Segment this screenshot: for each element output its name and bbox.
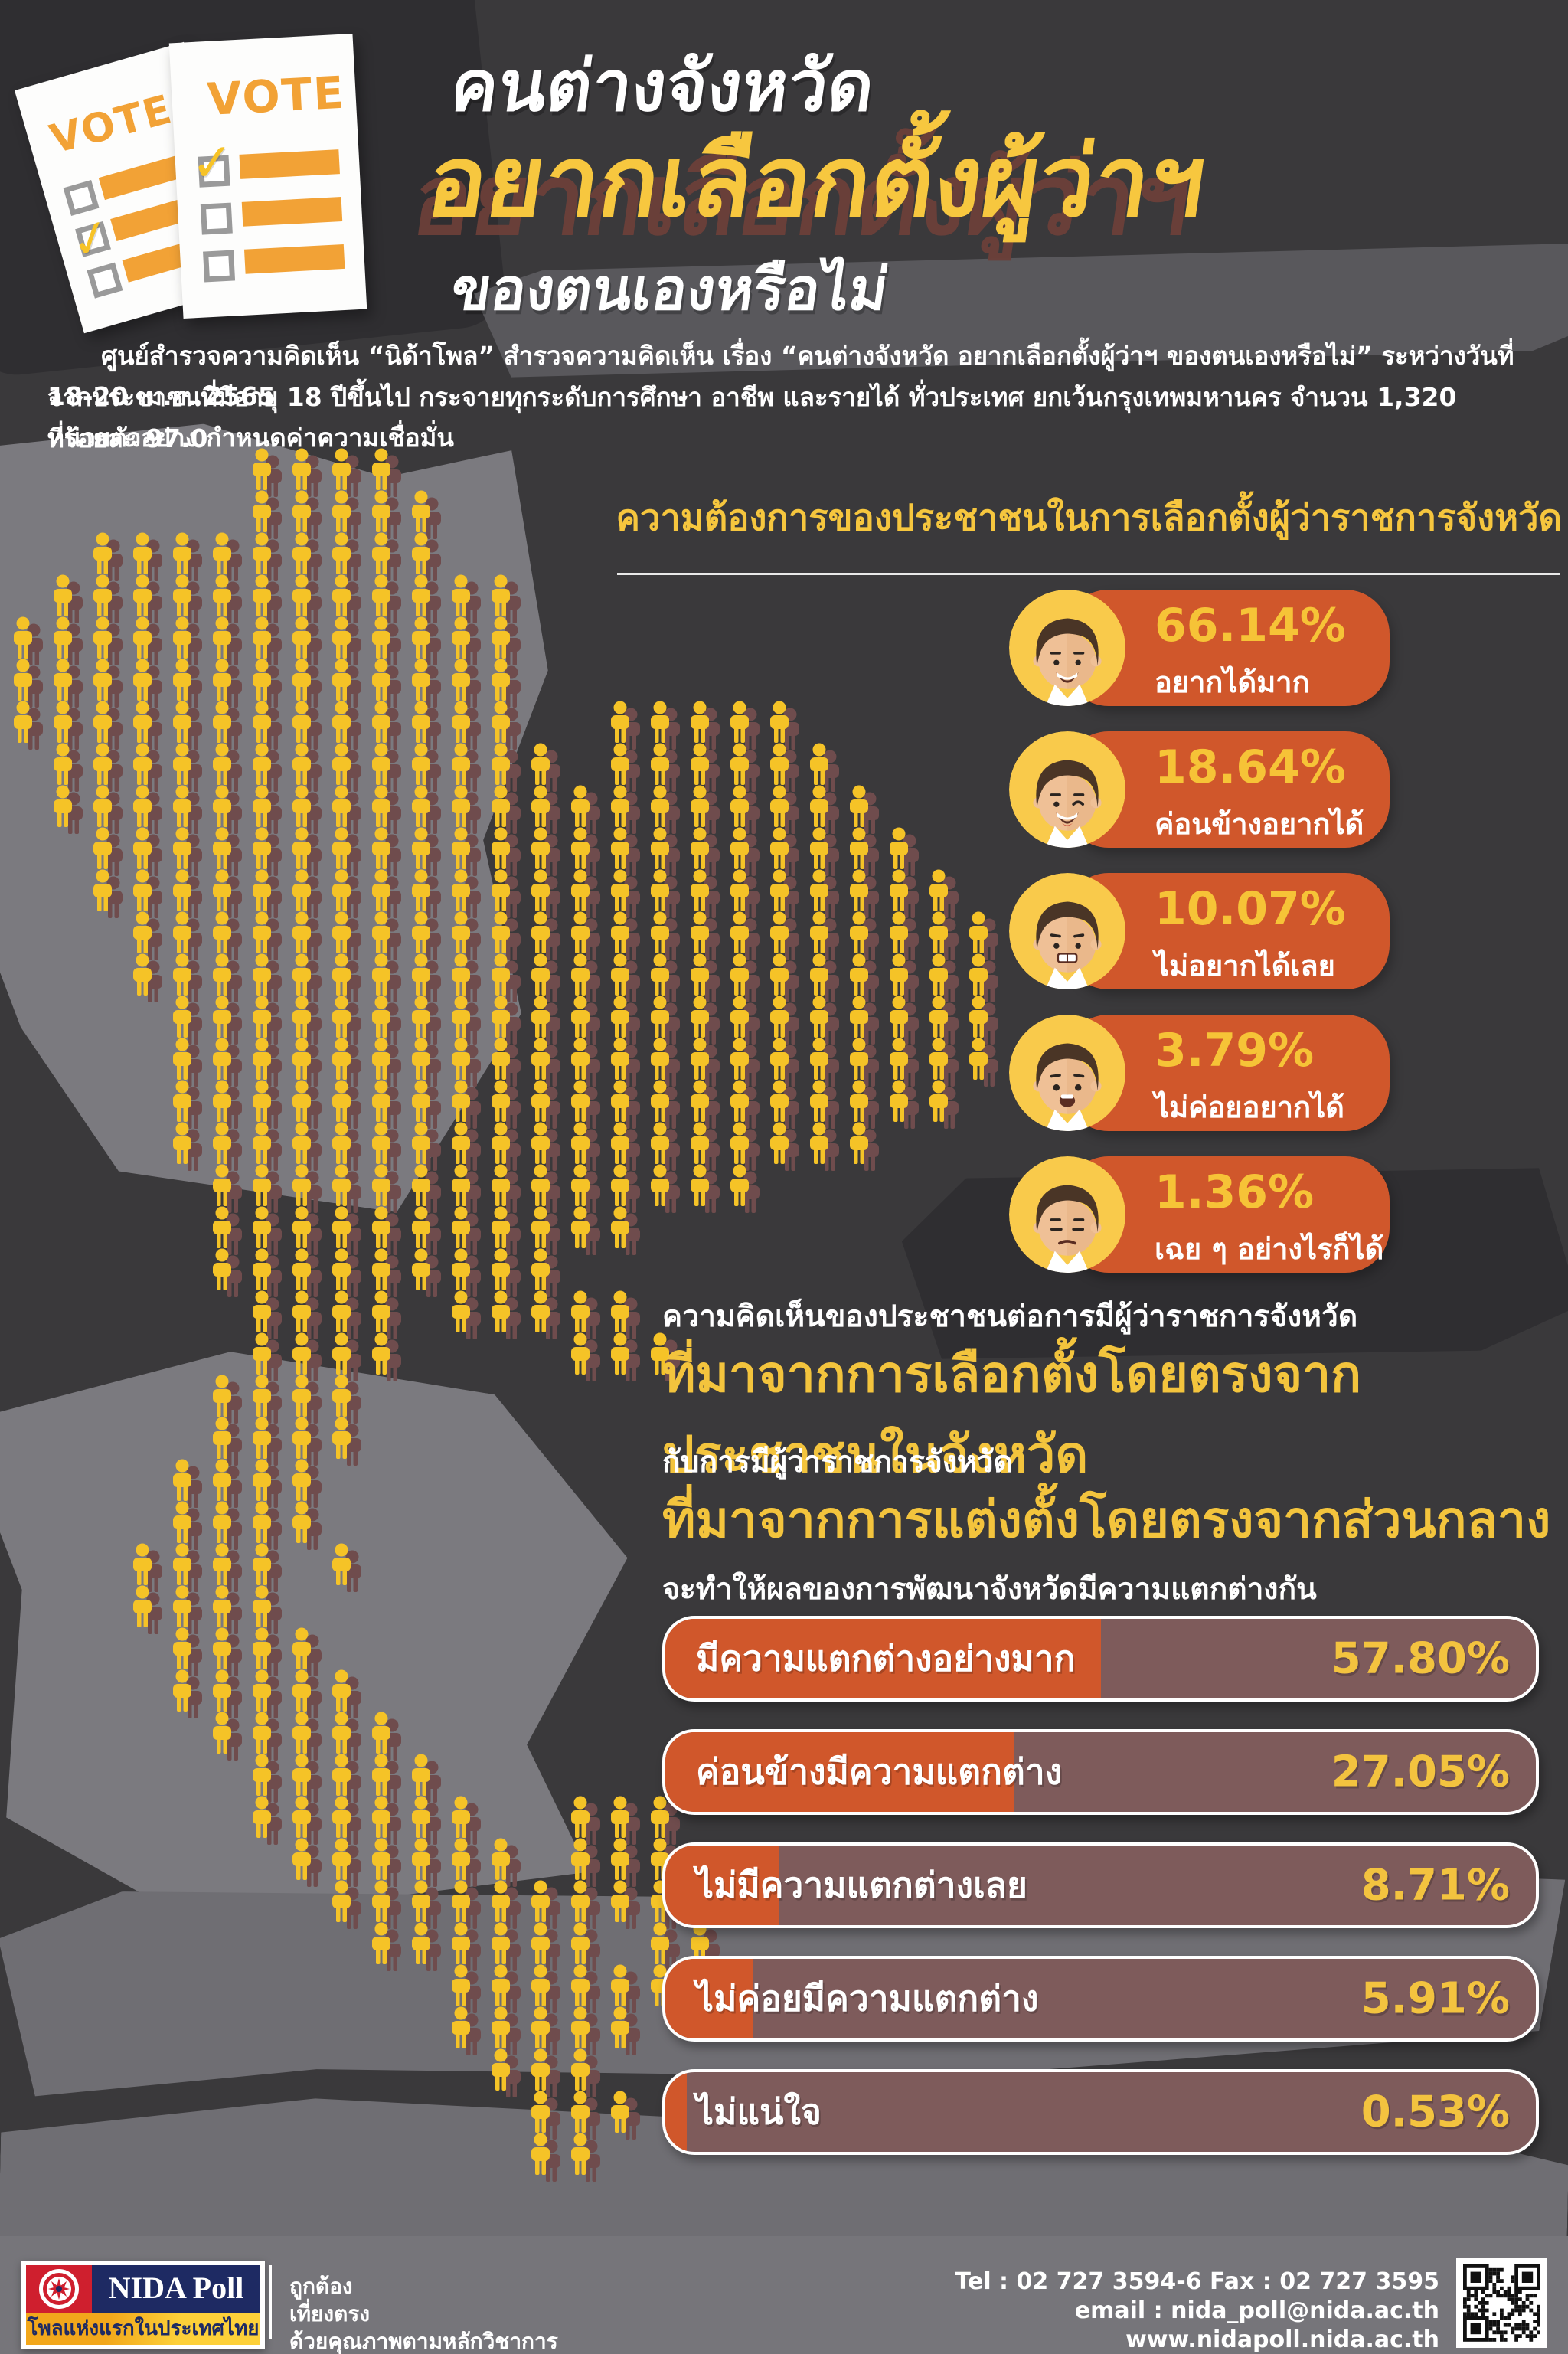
bar-value: 27.05% xyxy=(1331,1747,1510,1797)
stat-label: เฉย ๆ อย่างไรก็ได้ xyxy=(1155,1232,1384,1266)
stat-value: 3.79% xyxy=(1155,1024,1315,1077)
ballot-vote-label: VOTE xyxy=(205,66,347,126)
bar-label: ไม่ค่อยมีความแตกต่าง xyxy=(696,1977,1039,2019)
footer-website[interactable]: www.nidapoll.nida.ac.th xyxy=(1125,2326,1439,2353)
statement-line3: กับการมีผู้ว่าราชการจังหวัด xyxy=(662,1445,1013,1479)
avatar-face-icon xyxy=(1009,1156,1125,1273)
stat-bubble: 66.14% อยากได้มาก xyxy=(1009,590,1392,706)
statement-line5: จะทำให้ผลของการพัฒนาจังหวัดมีความแตกต่าง… xyxy=(662,1572,1317,1607)
section1-divider xyxy=(617,573,1560,575)
nida-logo-title: NIDA Poll xyxy=(92,2265,260,2313)
bar-label: ไม่แน่ใจ xyxy=(696,2091,822,2133)
stat-bubble: 1.36% เฉย ๆ อย่างไรก็ได้ xyxy=(1009,1156,1392,1273)
avatar-face-icon xyxy=(1009,873,1125,989)
ballot-stripe xyxy=(239,149,340,179)
ballot-stripe xyxy=(243,244,345,274)
stat-bubble: 18.64% ค่อนข้างอยากได้ xyxy=(1009,731,1392,848)
bar-fill xyxy=(665,1846,779,1925)
bar-row: ค่อนข้างมีความแตกต่าง 27.05% xyxy=(662,1729,1539,1815)
bar-label: ไม่มีความแตกต่างเลย xyxy=(696,1864,1027,1906)
stat-bubble: 3.79% ไม่ค่อยอยากได้ xyxy=(1009,1015,1392,1131)
avatar-face-icon xyxy=(1009,590,1125,706)
bar-fill xyxy=(665,1959,753,2038)
stat-label: ไม่อยากได้เลย xyxy=(1155,949,1335,982)
bar-value: 8.71% xyxy=(1361,1860,1510,1911)
stat-value: 10.07% xyxy=(1155,882,1346,936)
survey-description-line1: ศูนย์สำรวจความคิดเห็น “นิด้าโพล” สำรวจคว… xyxy=(47,341,1514,412)
survey-description-line3: ที่ร้อยละ 97.0 xyxy=(47,423,208,453)
nida-emblem-icon xyxy=(39,2269,79,2309)
stat-value: 18.64% xyxy=(1155,741,1346,794)
statement-line2: ที่มาจากการเลือกตั้งโดยตรงจากประชาชนในจั… xyxy=(662,1345,1362,1484)
footer-tel: Tel : 02 727 3594-6 Fax : 02 727 3595 xyxy=(955,2268,1440,2295)
statement-line1: ความคิดเห็นของประชาชนต่อการมีผู้ว่าราชกา… xyxy=(662,1300,1358,1334)
avatar-face-icon xyxy=(1009,731,1125,848)
stat-value: 1.36% xyxy=(1155,1166,1315,1219)
checkbox-icon xyxy=(203,250,236,283)
stat-bubble: 10.07% ไม่อยากได้เลย xyxy=(1009,873,1392,989)
qr-code xyxy=(1456,2258,1547,2348)
nida-poll-logo: NIDA Poll โพลแห่งแรกในประเทศไทย xyxy=(21,2261,265,2349)
ballot-vote-label: VOTE xyxy=(45,86,178,163)
bar-label: ค่อนข้างมีความแตกต่าง xyxy=(696,1751,1063,1793)
stat-label: ค่อนข้างอยากได้ xyxy=(1155,807,1364,841)
nida-logo-subtitle: โพลแห่งแรกในประเทศไทย xyxy=(26,2313,260,2345)
bar-fill xyxy=(665,2072,688,2152)
bar-fill xyxy=(665,1732,1014,1812)
footer-divider xyxy=(270,2265,272,2339)
nida-logo-emblem-panel xyxy=(26,2265,92,2313)
bar-value: 0.53% xyxy=(1361,2087,1510,2137)
footer-slogan-line3: ด้วยคุณภาพตามหลักวิชาการ xyxy=(289,2329,558,2354)
footer-slogan-line1: ถูกต้อง xyxy=(289,2274,353,2299)
bar-row: ไม่แน่ใจ 0.53% xyxy=(662,2069,1539,2155)
bar-label: มีความแตกต่างอย่างมาก xyxy=(696,1637,1076,1679)
checkmark-icon: ✓ xyxy=(64,207,119,273)
checkbox-icon xyxy=(200,202,233,235)
bar-fill xyxy=(665,1619,1101,1698)
stat-label: ไม่ค่อยอยากได้ xyxy=(1155,1090,1344,1124)
bar-value: 57.80% xyxy=(1331,1633,1510,1684)
ballot-paper-front: VOTE ✓ xyxy=(168,33,368,319)
bar-row: ไม่ค่อยมีความแตกต่าง 5.91% xyxy=(662,1956,1539,2042)
bar-row: มีความแตกต่างอย่างมาก 57.80% xyxy=(662,1616,1539,1702)
bar-value: 5.91% xyxy=(1361,1973,1510,2024)
statement-line4: ที่มาจากการแต่งตั้งโดยตรงจากส่วนกลาง xyxy=(662,1490,1551,1549)
stat-label: อยากได้มาก xyxy=(1155,665,1310,699)
bar-row: ไม่มีความแตกต่างเลย 8.71% xyxy=(662,1842,1539,1928)
vote-ballots-illustration: VOTE ✓ VOTE ✓ xyxy=(14,8,398,337)
avatar-face-icon xyxy=(1009,1015,1125,1131)
stat-value: 66.14% xyxy=(1155,599,1346,652)
checkmark-icon: ✓ xyxy=(188,132,237,195)
title-line3: ของตนเองหรือไม่ xyxy=(446,255,893,323)
footer-slogan-line2: เที่ยงตรง xyxy=(289,2301,370,2326)
footer-email: email : nida_poll@nida.ac.th xyxy=(1074,2297,1439,2324)
section1-heading: ความต้องการของประชาชนในการเลือกตั้งผู้ว่… xyxy=(616,497,1562,539)
survey-description-line2: จากประชาชนที่มีอายุ 18 ปีขึ้นไป กระจายทุ… xyxy=(47,382,1457,453)
ballot-stripe xyxy=(241,197,343,227)
title-line2: อยากเลือกตั้งผู้ว่าฯ xyxy=(420,125,1214,239)
